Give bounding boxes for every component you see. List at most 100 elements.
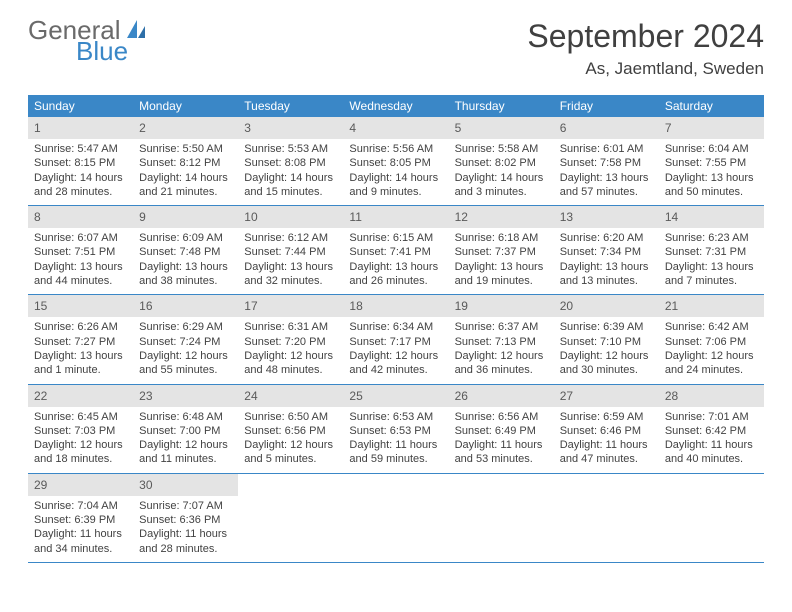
daylight-text-1: Daylight: 13 hours bbox=[455, 260, 548, 274]
day-cell: 8Sunrise: 6:07 AMSunset: 7:51 PMDaylight… bbox=[28, 206, 133, 294]
sunrise-text: Sunrise: 6:50 AM bbox=[244, 410, 337, 424]
daylight-text-1: Daylight: 13 hours bbox=[560, 260, 653, 274]
sunrise-text: Sunrise: 6:48 AM bbox=[139, 410, 232, 424]
sunrise-text: Sunrise: 6:01 AM bbox=[560, 142, 653, 156]
day-cell: 22Sunrise: 6:45 AMSunset: 7:03 PMDayligh… bbox=[28, 385, 133, 473]
sunrise-text: Sunrise: 5:56 AM bbox=[349, 142, 442, 156]
day-number: 17 bbox=[244, 299, 257, 313]
day-cell: 24Sunrise: 6:50 AMSunset: 6:56 PMDayligh… bbox=[238, 385, 343, 473]
daylight-text-2: and 53 minutes. bbox=[455, 452, 548, 466]
sunset-text: Sunset: 7:55 PM bbox=[665, 156, 758, 170]
day-number-row: 15 bbox=[28, 295, 133, 317]
sunset-text: Sunset: 6:42 PM bbox=[665, 424, 758, 438]
day-number-row: 27 bbox=[554, 385, 659, 407]
day-cell: 12Sunrise: 6:18 AMSunset: 7:37 PMDayligh… bbox=[449, 206, 554, 294]
day-number: 9 bbox=[139, 210, 146, 224]
day-number-row: 25 bbox=[343, 385, 448, 407]
sunrise-text: Sunrise: 5:53 AM bbox=[244, 142, 337, 156]
daylight-text-2: and 3 minutes. bbox=[455, 185, 548, 199]
day-number-row: 21 bbox=[659, 295, 764, 317]
day-cell: 16Sunrise: 6:29 AMSunset: 7:24 PMDayligh… bbox=[133, 295, 238, 383]
sunrise-text: Sunrise: 6:42 AM bbox=[665, 320, 758, 334]
location: As, Jaemtland, Sweden bbox=[527, 59, 764, 79]
daylight-text-2: and 11 minutes. bbox=[139, 452, 232, 466]
daylight-text-1: Daylight: 13 hours bbox=[560, 171, 653, 185]
daylight-text-2: and 34 minutes. bbox=[34, 542, 127, 556]
day-number: 20 bbox=[560, 299, 573, 313]
day-cell: 23Sunrise: 6:48 AMSunset: 7:00 PMDayligh… bbox=[133, 385, 238, 473]
sunrise-text: Sunrise: 6:20 AM bbox=[560, 231, 653, 245]
day-number-row: 30 bbox=[133, 474, 238, 496]
day-number: 14 bbox=[665, 210, 678, 224]
daylight-text-2: and 21 minutes. bbox=[139, 185, 232, 199]
sunrise-text: Sunrise: 5:58 AM bbox=[455, 142, 548, 156]
day-cell: 5Sunrise: 5:58 AMSunset: 8:02 PMDaylight… bbox=[449, 117, 554, 205]
daylight-text-1: Daylight: 12 hours bbox=[139, 349, 232, 363]
weekday-tue: Tuesday bbox=[238, 95, 343, 117]
sunset-text: Sunset: 7:48 PM bbox=[139, 245, 232, 259]
day-number: 10 bbox=[244, 210, 257, 224]
day-number: 16 bbox=[139, 299, 152, 313]
daylight-text-2: and 28 minutes. bbox=[34, 185, 127, 199]
day-number: 22 bbox=[34, 389, 47, 403]
sunset-text: Sunset: 8:08 PM bbox=[244, 156, 337, 170]
day-number-row: 6 bbox=[554, 117, 659, 139]
day-number: 13 bbox=[560, 210, 573, 224]
sunrise-text: Sunrise: 6:23 AM bbox=[665, 231, 758, 245]
day-number: 3 bbox=[244, 121, 251, 135]
day-number-row: 29 bbox=[28, 474, 133, 496]
daylight-text-2: and 47 minutes. bbox=[560, 452, 653, 466]
day-number: 15 bbox=[34, 299, 47, 313]
weeks-container: 1Sunrise: 5:47 AMSunset: 8:15 PMDaylight… bbox=[28, 117, 764, 563]
sunset-text: Sunset: 7:17 PM bbox=[349, 335, 442, 349]
daylight-text-2: and 5 minutes. bbox=[244, 452, 337, 466]
sunset-text: Sunset: 7:00 PM bbox=[139, 424, 232, 438]
daylight-text-1: Daylight: 13 hours bbox=[665, 260, 758, 274]
day-cell: 27Sunrise: 6:59 AMSunset: 6:46 PMDayligh… bbox=[554, 385, 659, 473]
sunset-text: Sunset: 6:39 PM bbox=[34, 513, 127, 527]
sunset-text: Sunset: 7:34 PM bbox=[560, 245, 653, 259]
daylight-text-2: and 18 minutes. bbox=[34, 452, 127, 466]
day-number-row: 1 bbox=[28, 117, 133, 139]
day-number: 24 bbox=[244, 389, 257, 403]
day-number-row: 9 bbox=[133, 206, 238, 228]
daylight-text-1: Daylight: 11 hours bbox=[349, 438, 442, 452]
daylight-text-2: and 38 minutes. bbox=[139, 274, 232, 288]
daylight-text-2: and 26 minutes. bbox=[349, 274, 442, 288]
daylight-text-1: Daylight: 13 hours bbox=[34, 260, 127, 274]
day-number: 8 bbox=[34, 210, 41, 224]
daylight-text-2: and 44 minutes. bbox=[34, 274, 127, 288]
day-number-row: 12 bbox=[449, 206, 554, 228]
day-cell: 29Sunrise: 7:04 AMSunset: 6:39 PMDayligh… bbox=[28, 474, 133, 562]
daylight-text-1: Daylight: 14 hours bbox=[34, 171, 127, 185]
sunrise-text: Sunrise: 6:15 AM bbox=[349, 231, 442, 245]
daylight-text-2: and 48 minutes. bbox=[244, 363, 337, 377]
day-cell: 7Sunrise: 6:04 AMSunset: 7:55 PMDaylight… bbox=[659, 117, 764, 205]
day-cell: 30Sunrise: 7:07 AMSunset: 6:36 PMDayligh… bbox=[133, 474, 238, 562]
day-number: 6 bbox=[560, 121, 567, 135]
day-number: 23 bbox=[139, 389, 152, 403]
daylight-text-2: and 7 minutes. bbox=[665, 274, 758, 288]
sunset-text: Sunset: 7:41 PM bbox=[349, 245, 442, 259]
sunset-text: Sunset: 6:56 PM bbox=[244, 424, 337, 438]
day-number: 27 bbox=[560, 389, 573, 403]
day-number-row: 13 bbox=[554, 206, 659, 228]
day-number-row: 18 bbox=[343, 295, 448, 317]
weekday-mon: Monday bbox=[133, 95, 238, 117]
daylight-text-2: and 15 minutes. bbox=[244, 185, 337, 199]
day-cell: 4Sunrise: 5:56 AMSunset: 8:05 PMDaylight… bbox=[343, 117, 448, 205]
calendar: Sunday Monday Tuesday Wednesday Thursday… bbox=[28, 95, 764, 563]
week-row: 1Sunrise: 5:47 AMSunset: 8:15 PMDaylight… bbox=[28, 117, 764, 206]
day-number-row: 8 bbox=[28, 206, 133, 228]
sunset-text: Sunset: 7:03 PM bbox=[34, 424, 127, 438]
weekday-sat: Saturday bbox=[659, 95, 764, 117]
day-cell: 25Sunrise: 6:53 AMSunset: 6:53 PMDayligh… bbox=[343, 385, 448, 473]
weekday-header-row: Sunday Monday Tuesday Wednesday Thursday… bbox=[28, 95, 764, 117]
sunrise-text: Sunrise: 6:59 AM bbox=[560, 410, 653, 424]
empty-day-cell bbox=[659, 474, 764, 562]
sunset-text: Sunset: 7:06 PM bbox=[665, 335, 758, 349]
day-number-row: 22 bbox=[28, 385, 133, 407]
sunset-text: Sunset: 8:15 PM bbox=[34, 156, 127, 170]
day-number: 12 bbox=[455, 210, 468, 224]
day-cell: 26Sunrise: 6:56 AMSunset: 6:49 PMDayligh… bbox=[449, 385, 554, 473]
